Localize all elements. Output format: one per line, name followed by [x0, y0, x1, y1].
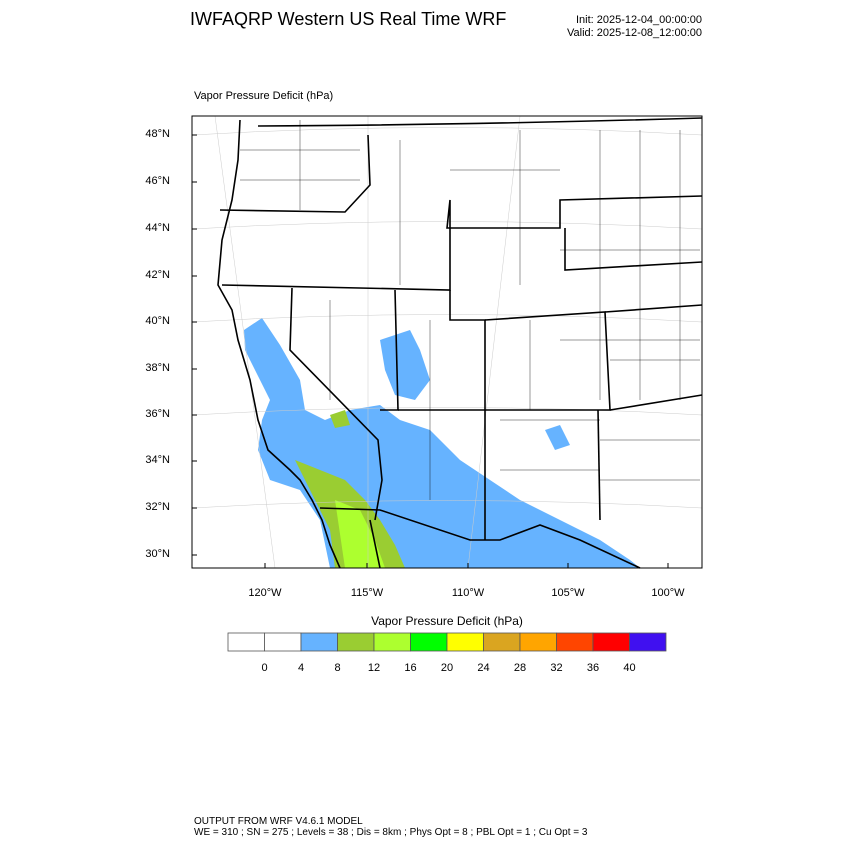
- colorbar-box: [483, 632, 521, 652]
- tick-marks: [192, 134, 669, 568]
- lon-label: 105°W: [551, 587, 585, 599]
- colorbar-label: 4: [297, 662, 305, 674]
- lat-label: 32°N: [145, 501, 170, 513]
- colorbar-label: 16: [404, 662, 417, 674]
- lat-label: 36°N: [145, 408, 170, 420]
- colorbar-box: [629, 632, 667, 652]
- colorbar-box: [446, 632, 484, 652]
- colorbar-box: [592, 632, 630, 652]
- colorbar-label: 0: [261, 662, 268, 674]
- lon-label: 110°W: [451, 587, 485, 599]
- init-time: Init: 2025-12-04_00:00:00: [576, 14, 702, 26]
- colorbar-box: [410, 632, 448, 652]
- lat-label: 46°N: [145, 175, 170, 187]
- colorbar-label: 20: [440, 662, 454, 674]
- colorbar-box: [556, 632, 594, 652]
- colorbar-box: [373, 632, 411, 652]
- colorbar-title: Vapor Pressure Deficit (hPa): [371, 614, 523, 628]
- lat-label: 30°N: [145, 548, 170, 560]
- field-title: Vapor Pressure Deficit (hPa): [194, 90, 334, 102]
- footer-model: OUTPUT FROM WRF V4.6.1 MODEL: [194, 816, 363, 827]
- colorbar-box: [337, 632, 375, 652]
- colorbar-box: [227, 632, 265, 652]
- coastline: [217, 119, 341, 569]
- lon-label: 115°W: [350, 587, 384, 599]
- colorbar-label: 32: [550, 662, 563, 674]
- colorbar-label: 8: [334, 662, 341, 674]
- lat-label: 42°N: [145, 269, 170, 281]
- colorbar-label: 40: [623, 662, 636, 674]
- colorbar-box: [300, 632, 338, 652]
- lon-label: 120°W: [248, 587, 282, 599]
- colorbar-label: 28: [513, 662, 527, 674]
- colorbar-label: 12: [367, 662, 381, 674]
- lat-label: 44°N: [145, 222, 170, 234]
- colorbar-box: [519, 632, 557, 652]
- colorbar-label: 36: [586, 662, 600, 674]
- lat-label: 34°N: [145, 454, 170, 466]
- grid-lines: [191, 115, 703, 569]
- plot-title: IWFAQRP Western US Real Time WRF: [190, 9, 507, 29]
- lat-label: 48°N: [145, 128, 170, 140]
- county-boundaries: [240, 120, 700, 500]
- colorbar: [227, 632, 667, 652]
- valid-time: Valid: 2025-12-08_12:00:00: [567, 27, 702, 39]
- colorbar-label: 24: [477, 662, 490, 674]
- lat-label: 38°N: [145, 362, 170, 374]
- footer-config: WE = 310 ; SN = 275 ; Levels = 38 ; Dis …: [194, 827, 588, 838]
- map-frame: [191, 115, 703, 569]
- colorbar-box: [264, 632, 302, 652]
- vpd-fill-green: [295, 410, 405, 568]
- lon-label: 100°W: [651, 587, 685, 599]
- state-boundaries: [217, 117, 703, 569]
- lat-label: 40°N: [145, 315, 170, 327]
